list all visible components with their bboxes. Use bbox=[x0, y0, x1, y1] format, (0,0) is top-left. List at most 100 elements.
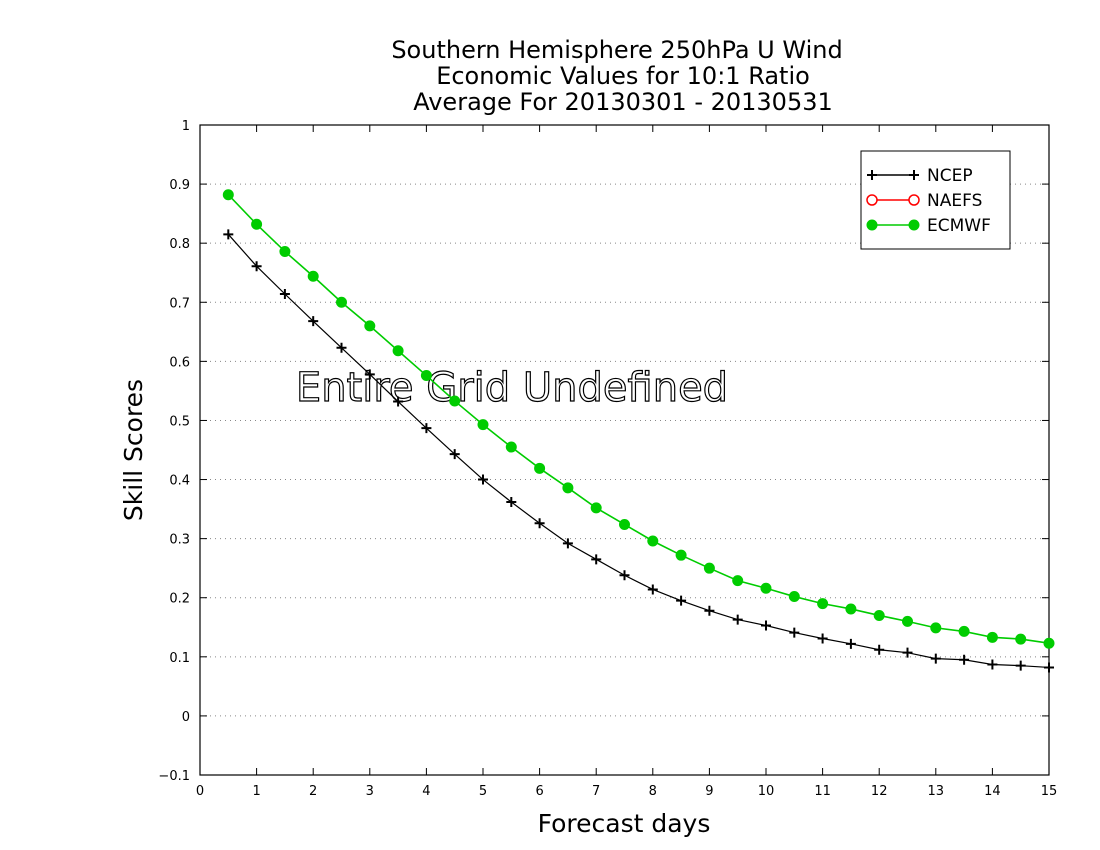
data-point-ecmwf bbox=[647, 535, 659, 547]
data-point-ncep bbox=[845, 638, 856, 649]
series-layer bbox=[222, 189, 1055, 673]
x-tick-label: 13 bbox=[928, 784, 945, 799]
x-tick-label: 1 bbox=[252, 784, 260, 799]
data-point-ncep bbox=[902, 647, 913, 658]
x-axis-label: Forecast days bbox=[538, 809, 711, 838]
title-line-2: Economic Values for 10:1 Ratio bbox=[436, 62, 810, 90]
data-point-ncep bbox=[421, 423, 432, 434]
data-point-ecmwf bbox=[845, 603, 857, 615]
series-line-ncep bbox=[227, 233, 1050, 669]
legend: NCEP NAEFS ECMWF bbox=[860, 150, 1011, 250]
data-point-ncep bbox=[704, 605, 715, 616]
legend-marker bbox=[908, 194, 920, 206]
data-point-ecmwf bbox=[336, 296, 347, 308]
data-point-ecmwf bbox=[788, 591, 800, 603]
chart-title: Southern Hemisphere 250hPa U Wind Econom… bbox=[391, 36, 842, 116]
data-point-ecmwf bbox=[222, 189, 234, 201]
title-line-3: Average For 20130301 - 20130531 bbox=[413, 88, 833, 116]
data-point-ncep bbox=[761, 620, 771, 631]
legend-label-ncep: NCEP bbox=[927, 166, 973, 186]
data-point-ecmwf bbox=[364, 320, 376, 332]
data-point-ecmwf bbox=[986, 631, 998, 643]
data-point-ncep bbox=[1015, 660, 1026, 671]
data-point-ecmwf bbox=[930, 622, 942, 634]
data-point-ncep bbox=[478, 474, 488, 485]
data-point-ncep bbox=[449, 449, 460, 460]
y-tick-label: 0.8 bbox=[169, 237, 190, 252]
data-point-ecmwf bbox=[958, 625, 970, 637]
x-tick-label: 14 bbox=[984, 784, 1001, 799]
data-point-ncep bbox=[506, 497, 517, 507]
legend-item-naefs: NAEFS bbox=[866, 191, 982, 211]
y-axis-label: Skill Scores bbox=[119, 379, 148, 521]
title-line-1: Southern Hemisphere 250hPa U Wind bbox=[391, 36, 842, 64]
x-tick-label: 3 bbox=[366, 784, 374, 799]
data-point-ncep bbox=[676, 595, 687, 606]
x-tick-label: 9 bbox=[705, 784, 713, 799]
data-point-ncep bbox=[987, 659, 998, 670]
data-point-ecmwf bbox=[1015, 633, 1027, 645]
plot-frame bbox=[199, 124, 1050, 776]
data-point-ecmwf bbox=[477, 419, 489, 431]
data-point-ecmwf bbox=[420, 370, 432, 382]
data-point-ncep bbox=[223, 229, 234, 240]
legend-marker bbox=[866, 219, 878, 231]
data-point-ncep bbox=[591, 554, 602, 565]
data-point-ecmwf bbox=[279, 245, 291, 257]
x-tick-label: 2 bbox=[309, 784, 317, 799]
data-point-ncep bbox=[789, 627, 800, 638]
x-tick-label: 0 bbox=[196, 784, 204, 799]
data-point-ncep bbox=[534, 518, 545, 529]
x-tick-label: 4 bbox=[422, 784, 430, 799]
data-point-ncep bbox=[336, 342, 347, 353]
y-tick-label: 0.3 bbox=[169, 533, 190, 548]
y-tick-label: 0.7 bbox=[169, 296, 190, 311]
data-point-ncep bbox=[647, 584, 658, 595]
axis-ticks: −0.100.10.20.30.40.50.60.70.80.910 1 2 3 4 5 6… bbox=[158, 119, 1057, 799]
data-point-ncep bbox=[930, 653, 941, 664]
data-point-ecmwf bbox=[251, 218, 263, 230]
x-tick-label: 8 bbox=[649, 784, 657, 799]
x-tick-label: 7 bbox=[592, 784, 600, 799]
data-point-ecmwf bbox=[505, 441, 517, 453]
data-point-ncep bbox=[817, 633, 828, 644]
data-point-ncep bbox=[562, 538, 573, 549]
legend-item-ecmwf: ECMWF bbox=[866, 216, 991, 236]
y-tick-label: 0.9 bbox=[169, 178, 190, 193]
data-point-ncep bbox=[874, 644, 885, 655]
data-point-ncep bbox=[251, 261, 262, 272]
data-point-ecmwf bbox=[732, 575, 744, 587]
data-point-ncep bbox=[1044, 662, 1054, 673]
gridlines bbox=[200, 183, 1049, 717]
series-ncep bbox=[223, 229, 1054, 673]
data-point-ecmwf bbox=[675, 549, 687, 561]
series-line-ecmwf bbox=[227, 194, 1050, 645]
y-tick-label: 1 bbox=[182, 119, 190, 134]
x-tick-label: 5 bbox=[479, 784, 487, 799]
data-point-ecmwf bbox=[817, 598, 829, 610]
data-point-ecmwf bbox=[534, 462, 546, 474]
y-tick-label: 0.4 bbox=[169, 474, 190, 489]
data-point-ncep bbox=[732, 614, 743, 625]
undefined-grid-annotation: Entire Grid Undefined bbox=[296, 365, 728, 411]
x-tick-label: 15 bbox=[1041, 784, 1058, 799]
legend-marker bbox=[866, 194, 878, 206]
y-tick-label: −0.1 bbox=[158, 769, 190, 784]
data-point-ecmwf bbox=[392, 345, 404, 357]
data-point-ecmwf bbox=[619, 518, 630, 530]
legend-label-ecmwf: ECMWF bbox=[927, 216, 991, 236]
x-tick-label: 12 bbox=[871, 784, 888, 799]
data-point-ncep bbox=[364, 369, 375, 380]
legend-marker bbox=[867, 170, 877, 180]
data-point-ecmwf bbox=[307, 270, 319, 282]
legend-label-naefs: NAEFS bbox=[927, 191, 982, 211]
data-point-ncep bbox=[279, 289, 290, 299]
y-tick-label: 0.6 bbox=[169, 355, 190, 370]
data-point-ncep bbox=[393, 396, 404, 407]
x-tick-label: 11 bbox=[814, 784, 831, 799]
x-tick-label: 10 bbox=[758, 784, 775, 799]
x-tick-label: 6 bbox=[535, 784, 543, 799]
data-point-ecmwf bbox=[1043, 637, 1055, 649]
data-point-ecmwf bbox=[703, 562, 715, 574]
data-point-ecmwf bbox=[590, 502, 602, 514]
